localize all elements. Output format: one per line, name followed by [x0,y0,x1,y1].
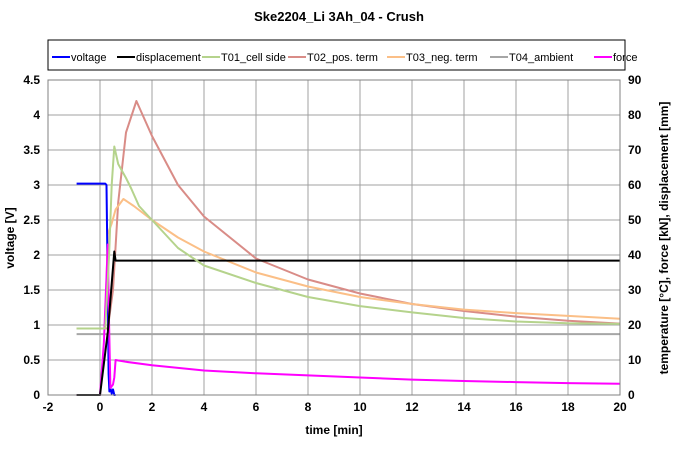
legend-label: T02_pos. term [307,52,378,64]
y-tick-label: 4 [33,108,40,122]
series-line-voltage [76,182,116,396]
y2-tick-label: 0 [628,388,635,402]
x-tick-label: 8 [305,400,312,414]
y2-tick-label: 70 [628,143,642,157]
series-line-force [76,243,621,396]
x-axis-label: time [min] [305,423,362,437]
y-tick-label: 2 [33,248,40,262]
x-tick-label: 4 [201,400,208,414]
x-tick-label: 6 [253,400,260,414]
y-tick-label: 2.5 [23,213,40,227]
legend-label: T03_neg. term [406,52,478,64]
series-line-t03-neg-term [76,198,621,330]
y2-axis-label: temperature [°C], force [kN], displaceme… [657,102,671,375]
x-tick-label: 20 [613,400,627,414]
y-tick-label: 4.5 [23,73,40,87]
y2-tick-label: 50 [628,213,642,227]
x-tick-label: 12 [405,400,419,414]
y-tick-label: 0.5 [23,353,40,367]
y-tick-label: 0 [33,388,40,402]
y2-tick-label: 10 [628,353,642,367]
y2-tick-label: 30 [628,283,642,297]
series-line-t01-cell-side [76,145,621,330]
y2-tick-label: 80 [628,108,642,122]
y-tick-label: 3 [33,178,40,192]
x-tick-label: 2 [149,400,156,414]
y2-tick-label: 20 [628,318,642,332]
y2-tick-label: 90 [628,73,642,87]
x-tick-label: 14 [457,400,471,414]
legend-label: voltage [71,52,106,64]
x-tick-label: 10 [353,400,367,414]
legend-label: force [613,52,637,64]
y2-tick-label: 40 [628,248,642,262]
legend-label: displacement [136,52,201,64]
plot-area-border [47,79,621,396]
y-tick-label: 1 [33,318,40,332]
y2-tick-label: 60 [628,178,642,192]
x-tick-label: 16 [509,400,523,414]
x-tick-label: -2 [43,400,54,414]
chart-title: Ske2204_Li 3Ah_04 - Crush [254,9,424,24]
y-axis-label: voltage [V] [3,207,17,268]
legend-label: T04_ambient [509,52,573,64]
y-tick-label: 3.5 [23,143,40,157]
y-tick-label: 1.5 [23,283,40,297]
legend-label: T01_cell side [221,52,286,64]
x-tick-label: 18 [561,400,575,414]
series-line-t02-pos-term [76,100,621,330]
legend [47,39,626,71]
x-tick-label: 0 [97,400,104,414]
